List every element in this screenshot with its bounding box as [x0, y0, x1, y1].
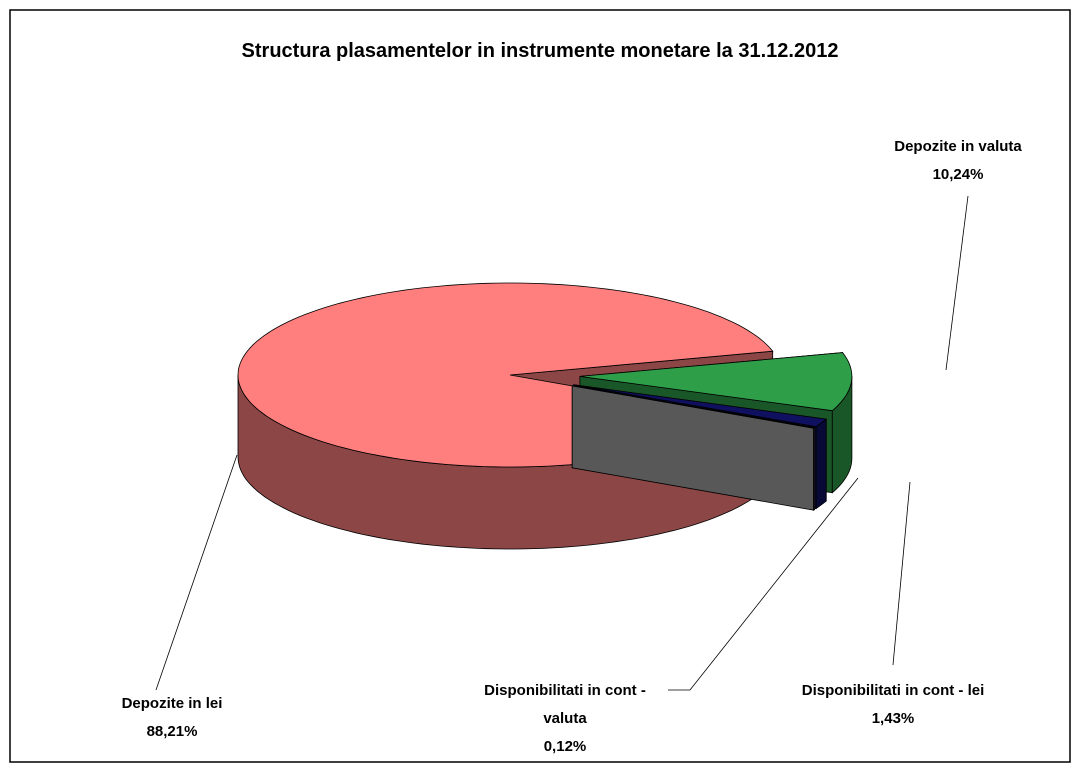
slice [573, 384, 828, 428]
slice-label: Depozite in lei 88,21% [62, 690, 282, 746]
slice-wall [813, 426, 815, 511]
value-label: 88,21% [146, 723, 198, 740]
category-name: Depozite in lei [121, 695, 223, 712]
category-name: Disponibilitati in cont - valuta [484, 682, 646, 727]
slice [579, 352, 853, 412]
category-name: Disponibilitati in cont - lei [801, 682, 985, 699]
leader-line [945, 195, 969, 371]
frame [9, 9, 1071, 763]
value-label: 0,12% [543, 738, 587, 755]
category-name: Depozite in valuta [894, 138, 1022, 155]
pie [237, 282, 853, 550]
value-label: 1,43% [871, 710, 915, 727]
slice-label: Depozite in valuta 10,24% [848, 133, 1068, 189]
leader-line [668, 477, 859, 691]
slice-wall [815, 418, 827, 510]
leader-line [155, 454, 238, 691]
slice-label: Disponibilitati in cont - valuta 0,12% [455, 677, 675, 761]
leader-lines [155, 195, 969, 691]
slice-label: Disponibilitati in cont - lei 1,43% [783, 677, 1003, 733]
chart-title: Structura plasamentelor in instrumente m… [241, 40, 839, 62]
slice [572, 385, 816, 429]
value-label: 10,24% [932, 166, 984, 183]
leader-line [892, 481, 911, 666]
